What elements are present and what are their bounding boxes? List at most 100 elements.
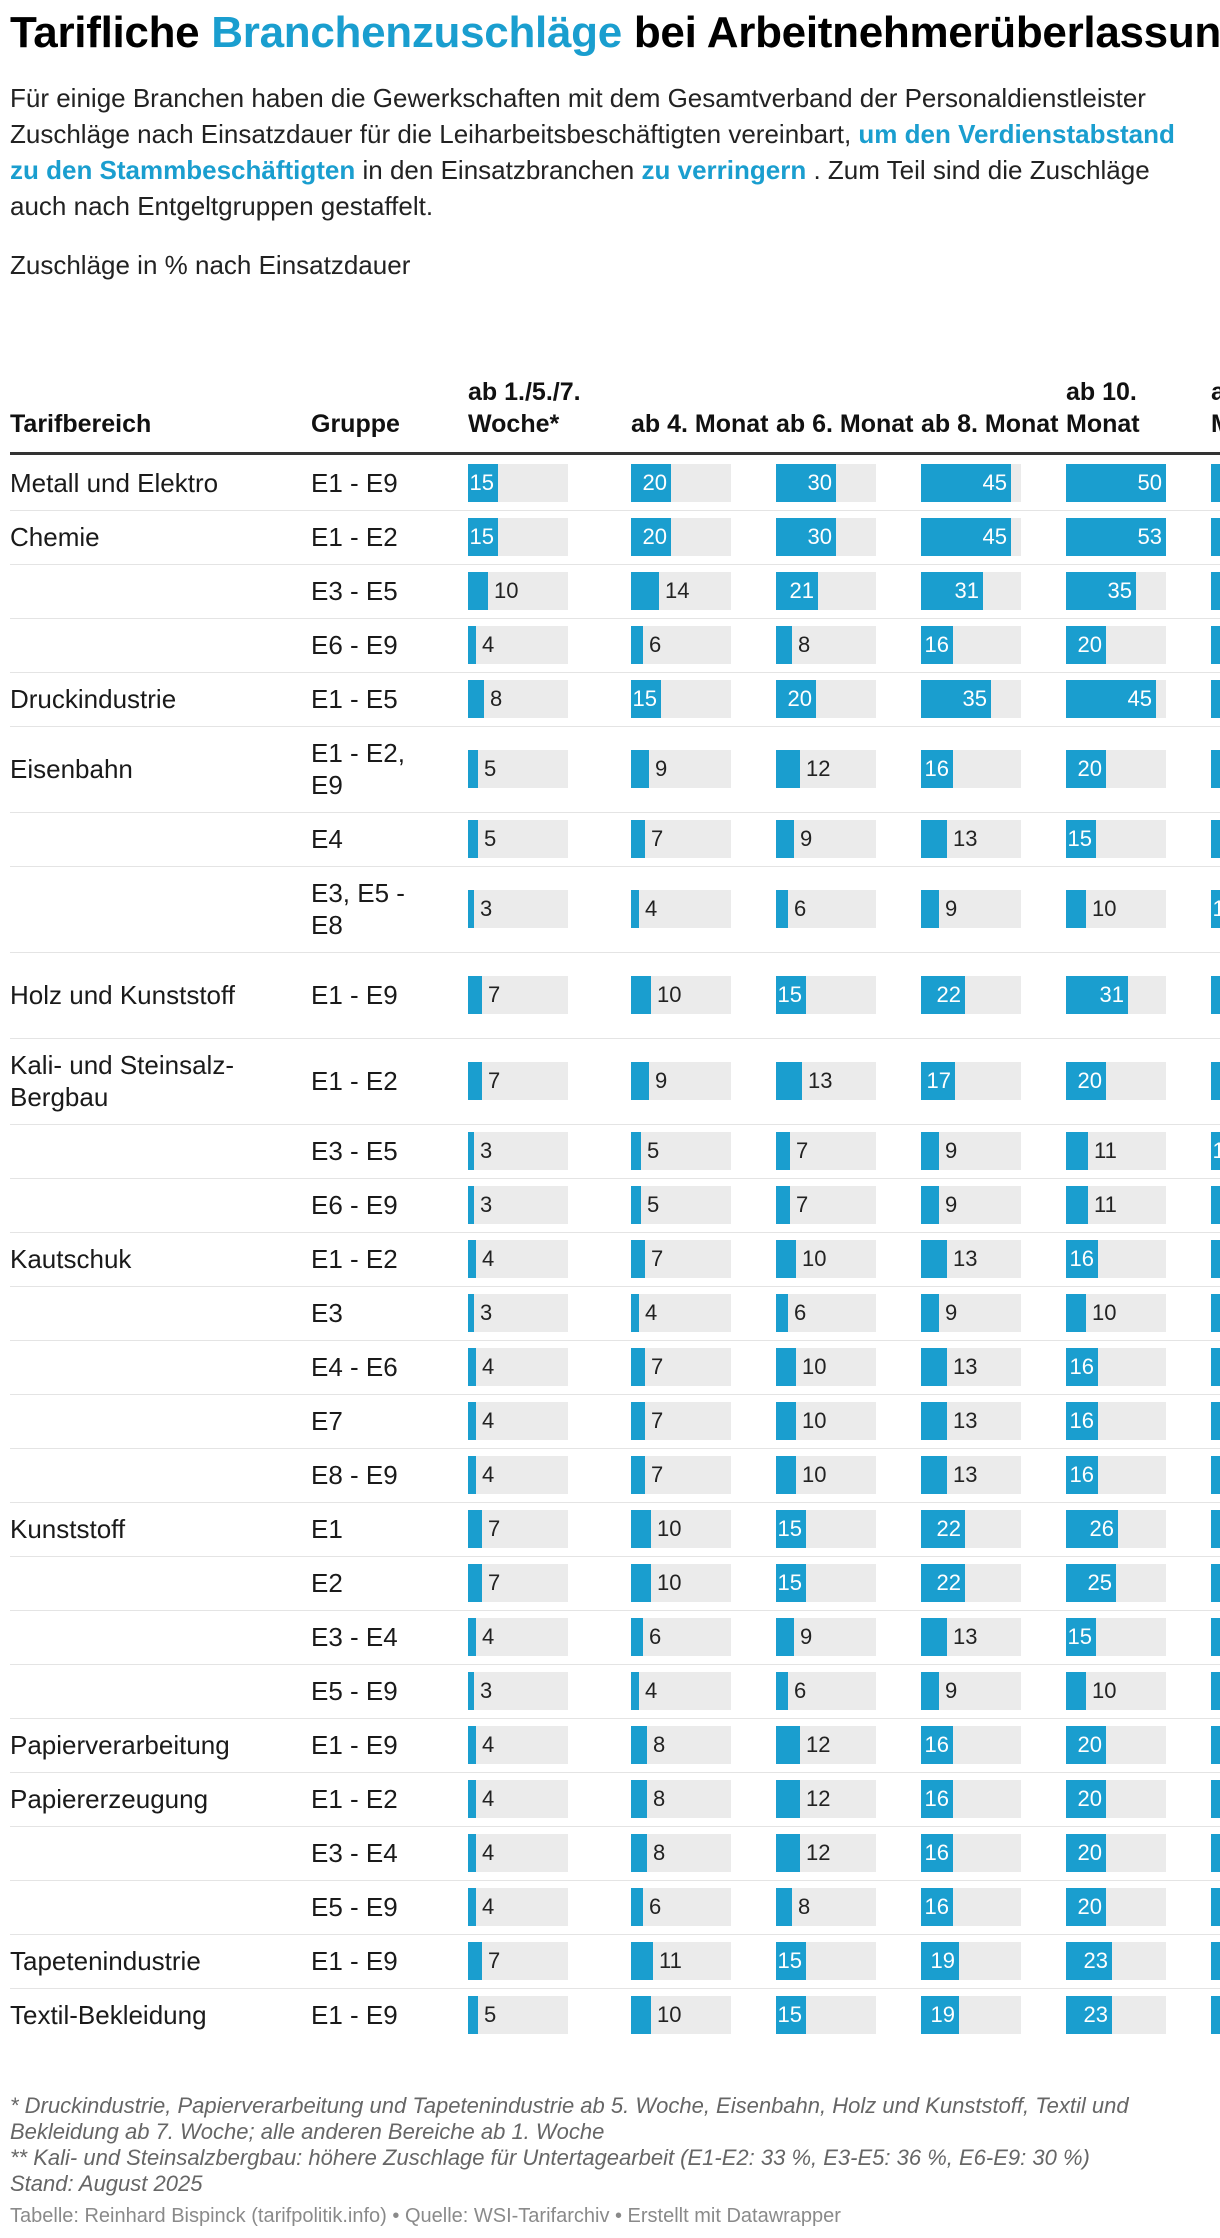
bar-r19-c2 — [631, 1564, 651, 1602]
value-label-r26-c3: 15 — [777, 1948, 802, 1973]
value-label-r13-c1: 4 — [482, 1246, 495, 1271]
bar-r14-c3 — [776, 1294, 788, 1332]
value-label-r2-c6: 63 — [1211, 518, 1220, 556]
bar-r25-c6 — [1211, 1888, 1220, 1926]
bar-track-r17-c6: 21 — [1211, 1456, 1220, 1494]
value-label-r11-c2: 5 — [647, 1138, 660, 1163]
row-9-tarif: Holz und Kunststoff — [10, 980, 235, 1010]
bar-track-r6-c5: 20 — [1066, 750, 1166, 788]
bar-r15-c2 — [631, 1348, 645, 1386]
row-16-group: E7 — [311, 1406, 343, 1436]
bar-track-r8-c1: 3 — [468, 890, 568, 928]
desc-text-3: . Zum Teil sind die Zuschläge auch nach … — [10, 155, 1150, 221]
value-label-r8-c4: 9 — [945, 896, 958, 921]
row-18-group: E1 — [311, 1514, 343, 1544]
bar-r18-c4 — [921, 1510, 965, 1548]
bar-r17-c6 — [1211, 1456, 1220, 1494]
bar-r17-c2 — [631, 1456, 645, 1494]
bar-r19-c1 — [468, 1564, 482, 1602]
value-label-r21-c3: 6 — [794, 1678, 807, 1703]
bar-r7-c5 — [1066, 820, 1096, 858]
bar-r11-c6 — [1211, 1132, 1220, 1170]
bar-track-r25-c2: 6 — [631, 1888, 731, 1926]
bar-track-r14-c3: 6 — [776, 1294, 876, 1332]
value-label-r13-c4: 13 — [953, 1246, 978, 1271]
row-divider — [10, 672, 1220, 673]
bar-r27-c1 — [468, 1996, 478, 2034]
bar-track-r11-c2: 5 — [631, 1132, 731, 1170]
row-divider — [10, 1610, 1220, 1611]
bar-track-r26-c6: 30 — [1211, 1942, 1220, 1980]
bar-track-r27-c4: 19 — [921, 1996, 1021, 2034]
value-label-r18-c5: 26 — [1089, 1516, 1114, 1541]
value-label-r4-c1: 4 — [482, 632, 495, 657]
value-label-r26-c2: 11 — [659, 1948, 682, 1973]
value-label-r1-c5: 50 — [1137, 470, 1162, 495]
bar-r21-c2 — [631, 1672, 639, 1710]
bar-r18-c3 — [776, 1510, 806, 1548]
value-label-r24-c1: 4 — [482, 1840, 495, 1865]
bar-track-r7-c3: 9 — [776, 820, 876, 858]
row-divider — [10, 1880, 1220, 1881]
row-18-tarif: Kunststoff — [10, 1514, 126, 1544]
row-3-group: E3 - E5 — [311, 576, 398, 606]
bar-track-r9-c5: 31 — [1066, 976, 1166, 1014]
value-label-r10-c4: 17 — [926, 1068, 951, 1093]
row-24-group: E3 - E4 — [311, 1838, 398, 1868]
bar-r20-c3 — [776, 1618, 794, 1656]
chart-title: Tarifliche Branchenzuschläge bei Arbeitn… — [10, 8, 1220, 58]
bar-track-r12-c2: 5 — [631, 1186, 731, 1224]
value-label-r10-c3: 13 — [808, 1068, 833, 1093]
row-10-group: E1 - E2 — [311, 1066, 398, 1096]
bar-r1-c4 — [921, 464, 1011, 502]
value-label-r13-c3: 10 — [802, 1246, 827, 1271]
bar-r12-c3 — [776, 1186, 790, 1224]
bar-track-r21-c1: 3 — [468, 1672, 568, 1710]
bar-track-r16-c3: 10 — [776, 1402, 876, 1440]
bar-track-r6-c4: 16 — [921, 750, 1021, 788]
value-label-r15-c1: 4 — [482, 1354, 495, 1379]
bar-track-r7-c4: 13 — [921, 820, 1021, 858]
row-5-tarif: Druckindustrie — [10, 684, 177, 714]
bar-track-r18-c5: 26 — [1066, 1510, 1166, 1548]
row-divider — [10, 1178, 1220, 1179]
bar-track-r16-c1: 4 — [468, 1402, 568, 1440]
value-label-r12-c5: 11 — [1094, 1192, 1117, 1217]
bar-r26-c5 — [1066, 1942, 1112, 1980]
bar-track-r17-c2: 7 — [631, 1456, 731, 1494]
bar-track-r3-c6: 46 — [1211, 572, 1220, 610]
bar-track-r17-c3: 10 — [776, 1456, 876, 1494]
row-19-tarif — [10, 1556, 300, 1610]
row-13-group: E1 - E2 — [311, 1244, 398, 1274]
value-label-r12-c1: 3 — [480, 1192, 493, 1217]
value-label-r15-c2: 7 — [651, 1354, 664, 1379]
bar-track-r1-c6: 65 — [1211, 464, 1220, 502]
bar-track-r8-c4: 9 — [921, 890, 1021, 928]
value-label-r27-c1: 5 — [484, 2002, 497, 2027]
bar-track-r19-c1: 7 — [468, 1564, 568, 1602]
bar-track-r14-c2: 4 — [631, 1294, 731, 1332]
value-label-r16-c2: 7 — [651, 1408, 664, 1433]
bar-track-r19-c2: 10 — [631, 1564, 731, 1602]
bar-r19-c4 — [921, 1564, 965, 1602]
value-label-r13-c5: 16 — [1069, 1246, 1094, 1271]
row-2-group: E1 - E2 — [311, 522, 398, 552]
bar-r4-c3 — [776, 626, 792, 664]
bar-track-r8-c2: 4 — [631, 890, 731, 928]
value-label-r22-c5: 20 — [1077, 1732, 1102, 1757]
row-6-group: E1 - E2, E9 — [311, 738, 405, 800]
row-9-group: E1 - E9 — [311, 980, 398, 1010]
bar-r17-c5 — [1066, 1456, 1098, 1494]
value-label-r16-c6: 21 — [1211, 1402, 1220, 1440]
bar-track-r14-c1: 3 — [468, 1294, 568, 1332]
bar-r17-c4 — [921, 1456, 947, 1494]
value-label-r5-c1: 8 — [490, 686, 503, 711]
row-20-group: E3 - E4 — [311, 1622, 398, 1652]
value-label-r11-c1: 3 — [480, 1138, 493, 1163]
value-label-r8-c3: 6 — [794, 896, 807, 921]
bar-track-r22-c4: 16 — [921, 1726, 1021, 1764]
bar-r4-c1 — [468, 626, 476, 664]
bar-r11-c4 — [921, 1132, 939, 1170]
bar-track-r6-c6: 26 — [1211, 750, 1220, 788]
